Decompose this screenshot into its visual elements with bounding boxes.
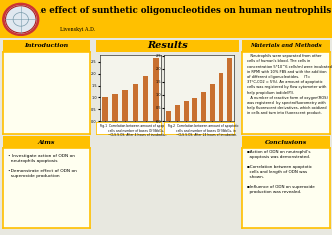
Bar [123,90,128,121]
Bar [102,97,108,121]
Bar [166,111,171,121]
Bar [227,58,232,121]
Text: Neutrophils were separated from other
cells of human's blood. The cells in
conce: Neutrophils were separated from other ce… [247,54,332,115]
Text: Materials and Methods: Materials and Methods [251,43,322,48]
Bar [143,76,148,121]
Bar [193,98,197,121]
Text: Results: Results [147,41,188,50]
Text: Fig.1  Correlation between amount of apoptotic
        cells and number of bases: Fig.1 Correlation between amount of apop… [100,124,170,137]
Text: Fig.2  Correlation between amount of apoptotic
        cells and number of bases: Fig.2 Correlation between amount of apop… [168,124,238,137]
Text: Aims: Aims [38,140,55,145]
Bar [201,92,206,121]
Bar [184,102,189,121]
Bar [132,84,138,121]
Text: The effect of sunthetic oligonucleotides on human neutrophils: The effect of sunthetic oligonucleotides… [28,6,331,15]
Bar [218,73,223,121]
Bar [153,58,159,121]
Circle shape [5,6,36,33]
Text: ▪Action of ODN on neutrophil’s
  apoptosis was demonstrated.

▪Correlation betwe: ▪Action of ODN on neutrophil’s apoptosis… [247,150,314,194]
Bar [175,105,180,121]
Bar [112,94,118,121]
Text: Livenskyi A.D.: Livenskyi A.D. [60,27,95,32]
Text: Conclusions: Conclusions [265,140,307,145]
Text: • Investigate action of ODN on
  neutrophils apoptosis

•Demonstrate effect of O: • Investigate action of ODN on neutrophi… [8,154,76,178]
Text: Introduction: Introduction [25,43,68,48]
Bar [210,84,215,121]
Circle shape [3,3,39,35]
